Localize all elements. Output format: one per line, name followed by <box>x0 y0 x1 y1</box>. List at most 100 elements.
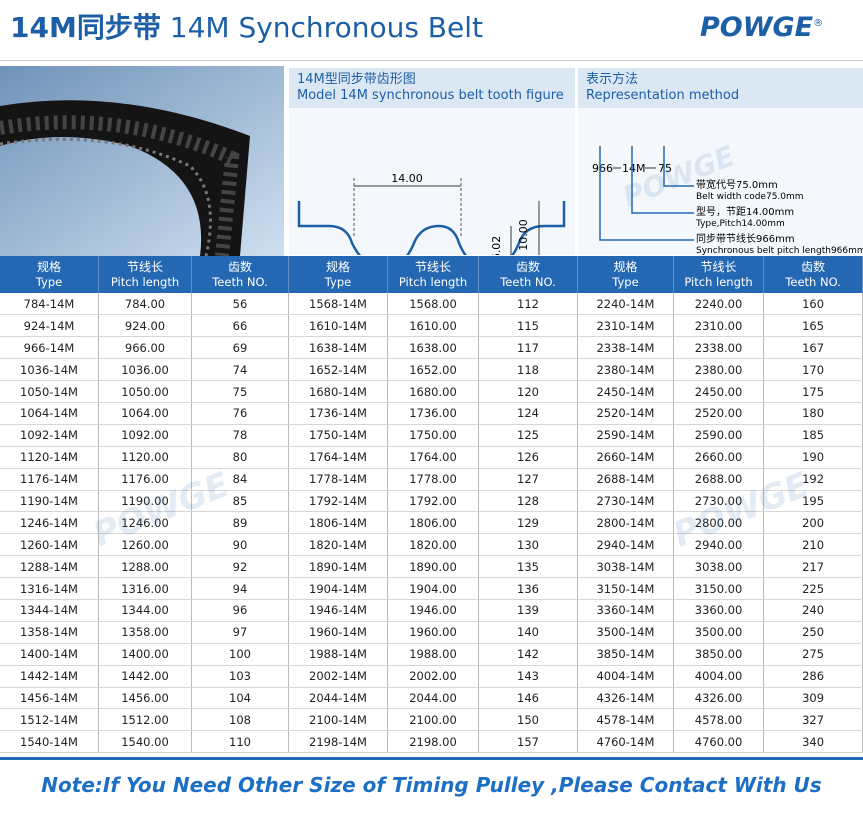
cell: 140 <box>478 621 578 644</box>
cell: 76 <box>191 402 289 425</box>
cell: 1890.00 <box>387 555 479 579</box>
header-cell: 节线长 Pitch length <box>673 256 765 293</box>
cell: 80 <box>191 446 289 469</box>
cell: 1050-14M <box>0 380 99 403</box>
header-cn: 齿数 <box>227 259 252 274</box>
cell: 784-14M <box>0 293 99 316</box>
cell: 210 <box>763 533 863 557</box>
row: 2198-14M 2198.00 157 <box>289 730 578 754</box>
title-cn: 14M型同步带齿形图 <box>297 72 416 87</box>
header-cell: 齿数 Teeth NO. <box>191 256 289 293</box>
cell: 1176-14M <box>0 468 99 491</box>
cell: 192 <box>763 468 863 491</box>
cell: 286 <box>763 665 863 688</box>
cell: 2044.00 <box>387 687 479 710</box>
row: 1638-14M 1638.00 117 <box>289 336 578 360</box>
cell: 2660-14M <box>578 446 674 469</box>
header-cell: 规格 Type <box>578 256 674 293</box>
cell: 250 <box>763 621 863 644</box>
header-en: Teeth NO. <box>500 274 556 289</box>
row: 1806-14M 1806.00 129 <box>289 511 578 535</box>
code-width: 75 <box>658 162 672 175</box>
row: 1344-14M 1344.00 96 <box>0 599 289 622</box>
cell: 327 <box>763 708 863 732</box>
cell: 966.00 <box>98 336 192 360</box>
cell: 160 <box>763 293 863 316</box>
cell: 2198-14M <box>289 730 388 754</box>
header-cell: 节线长 Pitch length <box>387 256 479 293</box>
cell: 1680-14M <box>289 380 388 403</box>
cell: 1750-14M <box>289 424 388 447</box>
row: 2688-14M 2688.00 192 <box>578 468 863 491</box>
cell: 1288-14M <box>0 555 99 579</box>
cell: 75 <box>191 380 289 403</box>
cell: 1638.00 <box>387 336 479 360</box>
cell: 2310-14M <box>578 314 674 338</box>
cell: 3850.00 <box>673 643 765 666</box>
cell: 1778.00 <box>387 468 479 491</box>
row: 1050-14M 1050.00 75 <box>0 380 289 403</box>
cell: 139 <box>478 599 578 622</box>
cell: 1890-14M <box>289 555 388 579</box>
cell: 2450.00 <box>673 380 765 403</box>
cell: 185 <box>763 424 863 447</box>
cell: 110 <box>191 730 289 754</box>
header-cell: 齿数 Teeth NO. <box>763 256 863 293</box>
row: 1064-14M 1064.00 76 <box>0 402 289 425</box>
cell: 4004-14M <box>578 665 674 688</box>
title-cn: 14M同步带 <box>10 11 161 44</box>
cell: 1260.00 <box>98 533 192 557</box>
row: 2100-14M 2100.00 150 <box>289 708 578 732</box>
row: 4004-14M 4004.00 286 <box>578 665 863 688</box>
row: 1036-14M 1036.00 74 <box>0 358 289 382</box>
cell: 1820.00 <box>387 533 479 557</box>
cell: 1764-14M <box>289 446 388 469</box>
header-cn: 节线长 <box>700 259 737 274</box>
cell: 1764.00 <box>387 446 479 469</box>
cell: 1806-14M <box>289 511 388 535</box>
row: 1610-14M 1610.00 115 <box>289 314 578 338</box>
cell: 966-14M <box>0 336 99 360</box>
cell: 4004.00 <box>673 665 765 688</box>
cell: 1806.00 <box>387 511 479 535</box>
row: 1400-14M 1400.00 100 <box>0 643 289 666</box>
cell: 2940-14M <box>578 533 674 557</box>
row: 4578-14M 4578.00 327 <box>578 708 863 732</box>
cell: 167 <box>763 336 863 360</box>
cell: 3360-14M <box>578 599 674 622</box>
row: 1652-14M 1652.00 118 <box>289 358 578 382</box>
cell: 1960-14M <box>289 621 388 644</box>
cell: 240 <box>763 599 863 622</box>
title-en: Model 14M synchronous belt tooth figure <box>297 88 564 103</box>
cell: 1750.00 <box>387 424 479 447</box>
cell: 69 <box>191 336 289 360</box>
cell: 66 <box>191 314 289 338</box>
cell: 92 <box>191 555 289 579</box>
header-en: Type <box>612 274 639 289</box>
cell: 180 <box>763 402 863 425</box>
logo-text: POWGE <box>700 12 814 43</box>
row: 1120-14M 1120.00 80 <box>0 446 289 469</box>
row: 2660-14M 2660.00 190 <box>578 446 863 469</box>
pitch-label: 14.00 <box>391 172 423 185</box>
header-cell: 规格 Type <box>289 256 388 293</box>
tooth-panel: 14M型同步带齿形图 Model 14M synchronous belt too… <box>289 68 575 270</box>
cell: 1036-14M <box>0 358 99 382</box>
cell: 217 <box>763 555 863 579</box>
cell: 275 <box>763 643 863 666</box>
row: 2800-14M 2800.00 200 <box>578 511 863 535</box>
cell: 2730-14M <box>578 490 674 513</box>
cell: 1316-14M <box>0 577 99 600</box>
cell: 78 <box>191 424 289 447</box>
tooth-drawing: 14.00 10.00 6.02 <box>297 172 566 270</box>
row: 1316-14M 1316.00 94 <box>0 577 289 600</box>
row: 1512-14M 1512.00 108 <box>0 708 289 732</box>
cell: 150 <box>478 708 578 732</box>
cell: 1092.00 <box>98 424 192 447</box>
cell: 3500-14M <box>578 621 674 644</box>
cell: 136 <box>478 577 578 600</box>
row: 1176-14M 1176.00 84 <box>0 468 289 491</box>
header-cell: 节线长 Pitch length <box>98 256 192 293</box>
panel-title: 表示方法 Representation method <box>578 68 863 108</box>
